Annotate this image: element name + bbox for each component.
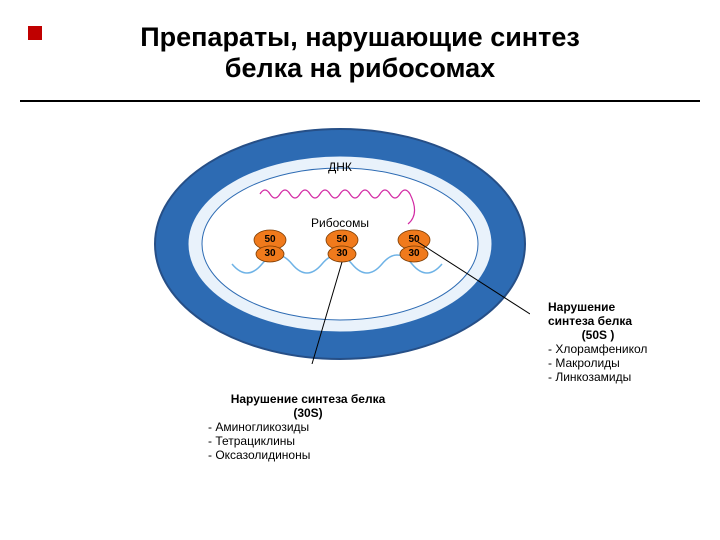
ribo3-50: 50 xyxy=(406,234,422,245)
ribo1-50: 50 xyxy=(262,234,278,245)
bacterial-cell-diagram: ДНК Рибосомы 50 30 50 30 50 30 xyxy=(150,124,530,364)
annot-50s-item-0: - Хлорамфеникол xyxy=(548,342,708,356)
annot-30s-h1: Нарушение синтеза белка xyxy=(208,392,408,406)
ribo1-30: 30 xyxy=(262,248,278,259)
title-underline xyxy=(20,100,700,102)
annot-50s-item-2: - Линкозамиды xyxy=(548,370,708,384)
ribo2-30: 30 xyxy=(334,248,350,259)
ribo3-30: 30 xyxy=(406,248,422,259)
annotation-30s: Нарушение синтеза белка (30S) - Аминогли… xyxy=(208,392,408,462)
annot-30s-item-0: - Аминогликозиды xyxy=(208,420,408,434)
title-line1: Препараты, нарушающие синтез xyxy=(0,22,720,53)
annot-30s-h2: (30S) xyxy=(208,406,408,420)
dna-label: ДНК xyxy=(320,160,360,174)
page-title: Препараты, нарушающие синтез белка на ри… xyxy=(0,22,720,84)
annot-30s-item-2: - Оксазолидиноны xyxy=(208,448,408,462)
annotation-50s: Нарушение синтеза белка (50S ) - Хлорамф… xyxy=(548,300,708,384)
annot-50s-h1: Нарушение xyxy=(548,300,708,314)
annot-30s-item-1: - Тетрациклины xyxy=(208,434,408,448)
annot-50s-h2: синтеза белка xyxy=(548,314,708,328)
ribosome-group-label: Рибосомы xyxy=(300,216,380,230)
title-line2: белка на рибосомах xyxy=(0,53,720,84)
annot-50s-h3: (50S ) xyxy=(548,328,648,342)
ribo2-50: 50 xyxy=(334,234,350,245)
annot-50s-item-1: - Макролиды xyxy=(548,356,708,370)
